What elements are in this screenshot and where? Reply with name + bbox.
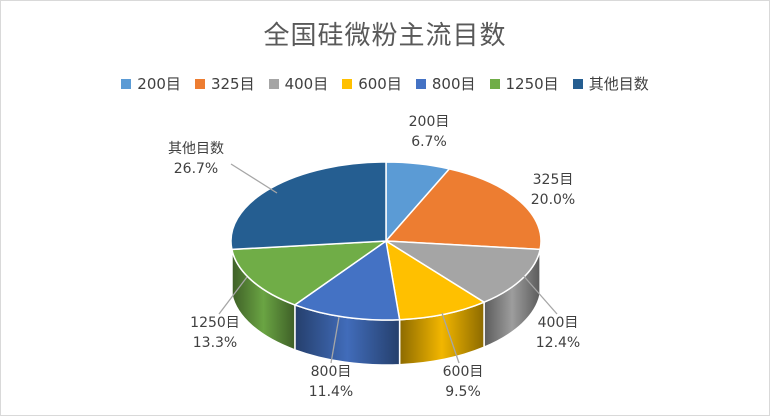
- legend-swatch: [415, 78, 426, 89]
- legend-label: 200目: [137, 75, 181, 93]
- legend-label: 325目: [210, 75, 255, 93]
- data-label-category-4: 800目: [311, 364, 352, 380]
- legend-item-200: 200目: [121, 73, 181, 94]
- legend-item-800: 800目: [415, 73, 476, 94]
- data-labels: 200目 6.7% 325目 20.0% 400目 12.4% 600目 9.5% 800目 11…: [168, 114, 580, 400]
- legend-label: 其他目数: [588, 75, 649, 93]
- legend-swatch: [572, 78, 583, 89]
- legend-swatch: [489, 78, 500, 89]
- legend-label: 400目: [284, 75, 329, 93]
- data-label-percent-2: 12.4%: [536, 335, 580, 351]
- pie-slice-3: [384, 239, 486, 321]
- pie-slice-2: [385, 240, 542, 304]
- chart-legend: 200目 325目 400目 600目 800目 1250目 其他目数: [1, 73, 769, 94]
- legend-swatch: [121, 78, 132, 89]
- legend-label: 600目: [358, 75, 402, 93]
- legend-swatch: [194, 78, 205, 89]
- legend-label: 1250目: [505, 75, 559, 93]
- leader-line-2: [520, 272, 558, 315]
- data-label-category-3: 600目: [443, 364, 484, 380]
- data-label-category-1: 325目: [533, 172, 574, 188]
- data-label-percent-0: 6.7%: [411, 134, 447, 150]
- data-label-category-5: 1250目: [190, 315, 240, 331]
- data-label-percent-4: 11.4%: [309, 384, 353, 400]
- data-label-category-6: 其他目数: [168, 141, 224, 157]
- pie-slice-6: [230, 161, 387, 251]
- data-label-category-2: 400目: [538, 315, 579, 331]
- pie-slices: [230, 161, 542, 321]
- legend-item-400: 400目: [268, 73, 329, 94]
- chart-title: 全国硅微粉主流目数: [263, 21, 507, 51]
- pie-slice-5: [230, 240, 389, 306]
- pie-slice-1: [384, 168, 542, 251]
- data-label-category-0: 200目: [409, 114, 450, 130]
- pie-slice-4: [293, 239, 401, 321]
- data-label-percent-6: 26.7%: [174, 161, 218, 177]
- leader-line-4: [330, 316, 340, 364]
- legend-swatch: [342, 78, 353, 89]
- legend-item-325: 325目: [194, 73, 255, 94]
- data-label-percent-3: 9.5%: [445, 384, 481, 400]
- legend-item-600: 600目: [342, 73, 402, 94]
- legend-item-other: 其他目数: [572, 73, 649, 94]
- legend-item-1250: 1250目: [489, 73, 559, 94]
- leader-line-6: [230, 163, 278, 194]
- data-label-percent-1: 20.0%: [531, 192, 575, 208]
- leader-line-3: [441, 312, 460, 364]
- data-label-percent-5: 13.3%: [193, 335, 237, 351]
- leader-line-5: [218, 276, 248, 315]
- legend-swatch: [268, 78, 279, 89]
- legend-label: 800目: [431, 75, 476, 93]
